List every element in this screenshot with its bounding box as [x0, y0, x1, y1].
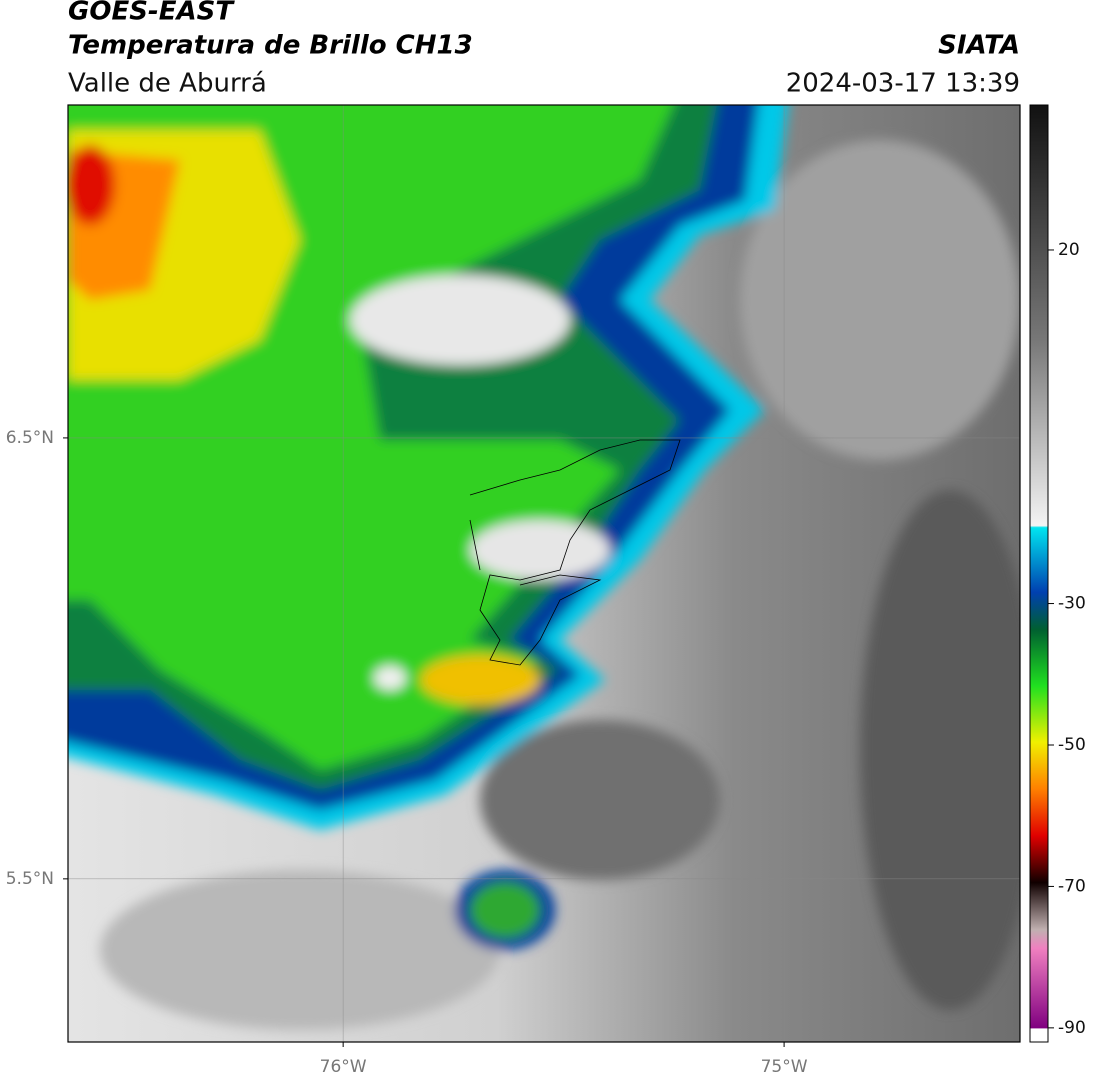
- satellite-image: [68, 105, 1020, 1042]
- colorbar-tick-label: 20: [1058, 240, 1080, 260]
- datetime: 2024-03-17 13:39: [786, 69, 1020, 99]
- x-tick-label: 76°W: [320, 1057, 367, 1077]
- grid: [68, 105, 1020, 1042]
- colorbar: [1029, 104, 1049, 1043]
- product: Temperatura de Brillo CH13: [68, 31, 473, 61]
- x-tick-label: 75°W: [761, 1057, 808, 1077]
- colorbar-tick-label: -70: [1058, 876, 1086, 896]
- satellite: GOES-EAST: [68, 0, 235, 27]
- colorbar-tick-label: -30: [1058, 594, 1086, 614]
- agency: SIATA: [938, 31, 1020, 61]
- region: Valle de Aburrá: [68, 69, 267, 99]
- y-tick-label: 5.5°N: [6, 869, 54, 889]
- y-tick-label: 6.5°N: [6, 428, 54, 448]
- municipal-boundaries: [469, 439, 681, 666]
- colorbar-tick-label: -50: [1058, 735, 1086, 755]
- map-frame: [67, 104, 1021, 1043]
- colorbar-tick-label: -90: [1058, 1018, 1086, 1038]
